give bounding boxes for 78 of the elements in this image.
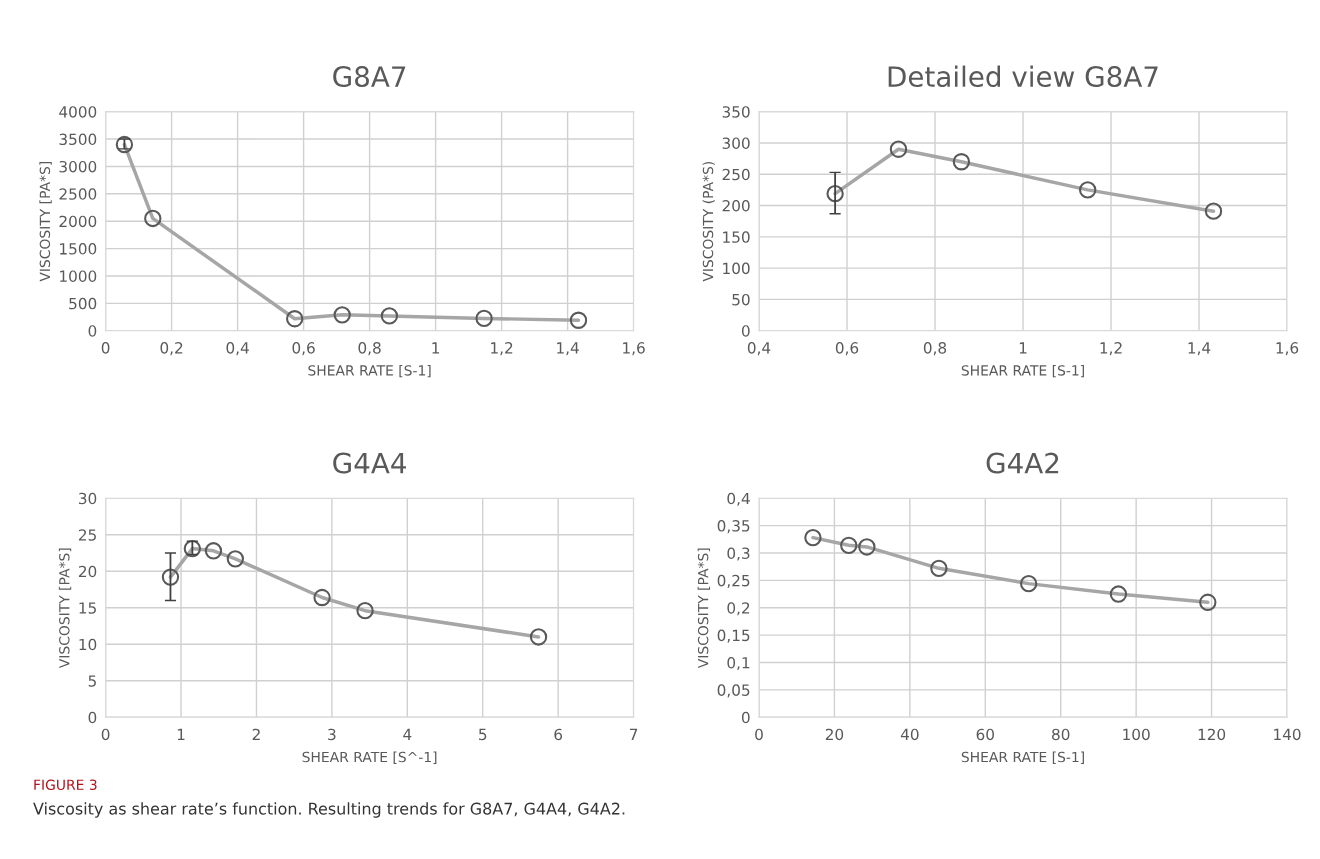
x-tick-label: 20 [825,728,844,741]
y-tick-label: 0 [741,711,750,724]
x-tick-label: 1,6 [1276,342,1299,356]
y-tick-label: 0,4 [727,492,750,506]
y-tick-label: 25 [78,529,96,541]
y-tick-label: 0 [88,711,97,724]
y-axis-title: VISCOSITY [PA*S] [39,161,52,282]
x-tick-label: 0 [101,728,110,741]
y-tick-label: 5 [88,675,96,687]
y-tick-label: 100 [723,262,750,275]
y-tick-label: 0 [741,325,750,337]
y-tick-label: 2000 [59,215,97,228]
y-tick-label: 0,25 [717,574,750,588]
chart-title: G4A4 [333,452,406,474]
y-tick-label: 0,1 [727,656,750,671]
y-tick-label: 50 [732,293,750,306]
y-tick-label: 0,05 [717,684,750,698]
y-tick-label: 0,15 [717,629,750,643]
x-tick-label: 80 [1052,728,1070,741]
chart-title: G4A2 [986,452,1059,474]
x-tick-label: 1,6 [623,342,645,356]
x-tick-label: 0,6 [835,342,859,356]
y-tick-label: 3000 [59,160,97,173]
y-tick-label: 250 [722,168,750,181]
y-axis-title: VISCOSITY (PA*S) [702,161,715,282]
x-tick-label: 1 [1019,342,1027,354]
caption: FIGURE 3 [34,779,97,791]
x-tick-label: 0 [101,342,110,354]
y-tick-label: 10 [79,638,97,651]
x-tick-label: 4 [403,728,412,740]
y-tick-label: 0 [88,325,97,337]
x-tick-label: 120 [1198,728,1226,741]
y-tick-label: 1000 [60,270,97,282]
x-tick-label: 60 [976,728,994,741]
x-axis-title: SHEAR RATE [S-1] [308,364,431,378]
x-axis-title: SHEAR RATE [S^-1] [302,751,437,764]
y-tick-label: 350 [722,106,750,118]
x-axis-title: SHEAR RATE [S-1] [961,751,1084,764]
x-tick-label: 0,4 [226,342,249,356]
y-tick-label: 500 [69,297,97,310]
x-tick-label: 0,8 [923,342,947,356]
y-tick-label: 0,2 [727,602,750,616]
x-tick-label: 3 [328,728,336,741]
x-tick-label: 1,2 [491,342,513,356]
y-tick-label: 3500 [59,133,97,146]
y-tick-label: 1500 [60,243,97,255]
y-tick-label: 4000 [59,106,97,118]
y-tick-label: 15 [79,602,96,614]
x-tick-label: 100 [1123,728,1150,741]
text: Viscosity as shear rate’s function. Resulting trends for G8A7, G4A4, G4A2. [33,802,625,818]
x-tick-label: 0,8 [358,342,381,356]
x-tick-label: 1,4 [557,342,579,356]
y-tick-label: 2500 [59,188,97,200]
y-tick-label: 20 [78,565,97,578]
chart-title: Detailed view G8A7 [888,65,1158,88]
x-tick-label: 5 [479,728,487,741]
y-tick-label: 150 [723,231,750,243]
y-tick-label: 0,3 [727,547,750,561]
x-tick-label: 40 [900,728,919,741]
x-axis-title: SHEAR RATE [S-1] [961,364,1084,378]
x-tick-label: 0,6 [292,342,315,356]
x-tick-label: 1 [432,342,440,354]
x-tick-label: 0,2 [160,342,183,356]
x-tick-label: 0 [755,728,763,741]
x-tick-label: 140 [1274,728,1301,741]
x-tick-label: 7 [629,728,638,740]
y-axis-title: VISCOSITY [PA*S] [697,548,711,669]
y-tick-label: 200 [722,200,750,212]
y-tick-label: 30 [78,492,97,505]
x-tick-label: 1,4 [1188,342,1211,356]
x-tick-label: 2 [252,728,260,740]
x-tick-label: 6 [554,728,563,741]
y-tick-label: 300 [722,137,750,149]
x-tick-label: 1 [177,728,185,740]
x-tick-label: 1,2 [1100,342,1122,356]
chart-title: G8A7 [333,66,406,88]
y-tick-label: 0,35 [717,520,750,534]
y-axis-title: VISCOSITY [PA*S] [58,548,72,669]
